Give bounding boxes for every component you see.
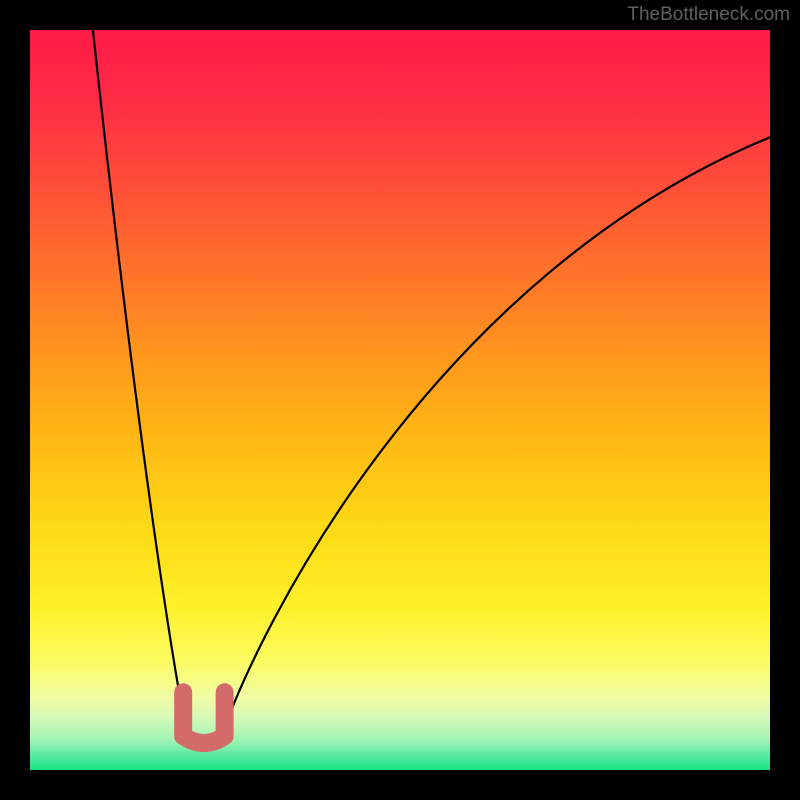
plot-background xyxy=(30,30,770,770)
chart-container: TheBottleneck.com xyxy=(0,0,800,800)
chart-svg xyxy=(0,0,800,800)
watermark-label: TheBottleneck.com xyxy=(627,4,790,26)
